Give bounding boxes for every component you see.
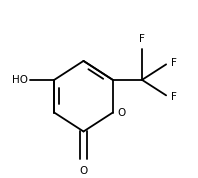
Text: O: O bbox=[79, 166, 88, 176]
Text: F: F bbox=[139, 34, 145, 44]
Text: O: O bbox=[117, 108, 125, 117]
Text: F: F bbox=[171, 58, 177, 68]
Text: HO: HO bbox=[12, 75, 29, 85]
Text: F: F bbox=[171, 92, 177, 102]
